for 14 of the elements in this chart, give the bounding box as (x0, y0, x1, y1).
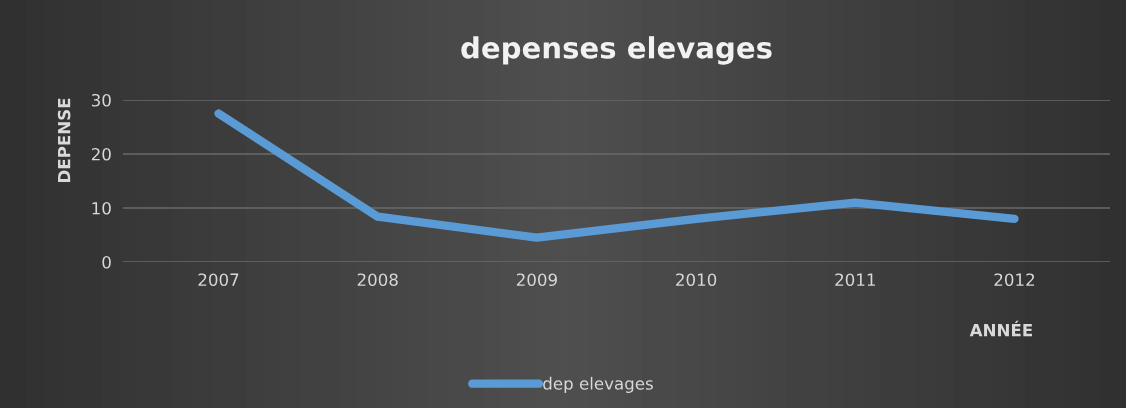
x-tick-label: 2012 (994, 273, 1035, 287)
y-tick-label: 0 (102, 255, 111, 269)
y-tick-label: 10 (92, 201, 111, 215)
x-tick-label: 2007 (198, 273, 239, 287)
x-tick-label: 2008 (357, 273, 398, 287)
y-tick-label: 30 (91, 93, 111, 107)
y-tick-label: 20 (91, 147, 111, 161)
x-axis-title: ANNÉE (969, 320, 1032, 337)
x-tick-label: 2011 (835, 273, 875, 287)
y-axis-title: DEPENSE (57, 98, 71, 183)
chart-title: depenses elevages (461, 36, 772, 65)
x-tick-label: 2009 (516, 273, 557, 287)
legend-label: dep elevages (543, 376, 653, 393)
x-tick-label: 2010 (676, 273, 717, 287)
